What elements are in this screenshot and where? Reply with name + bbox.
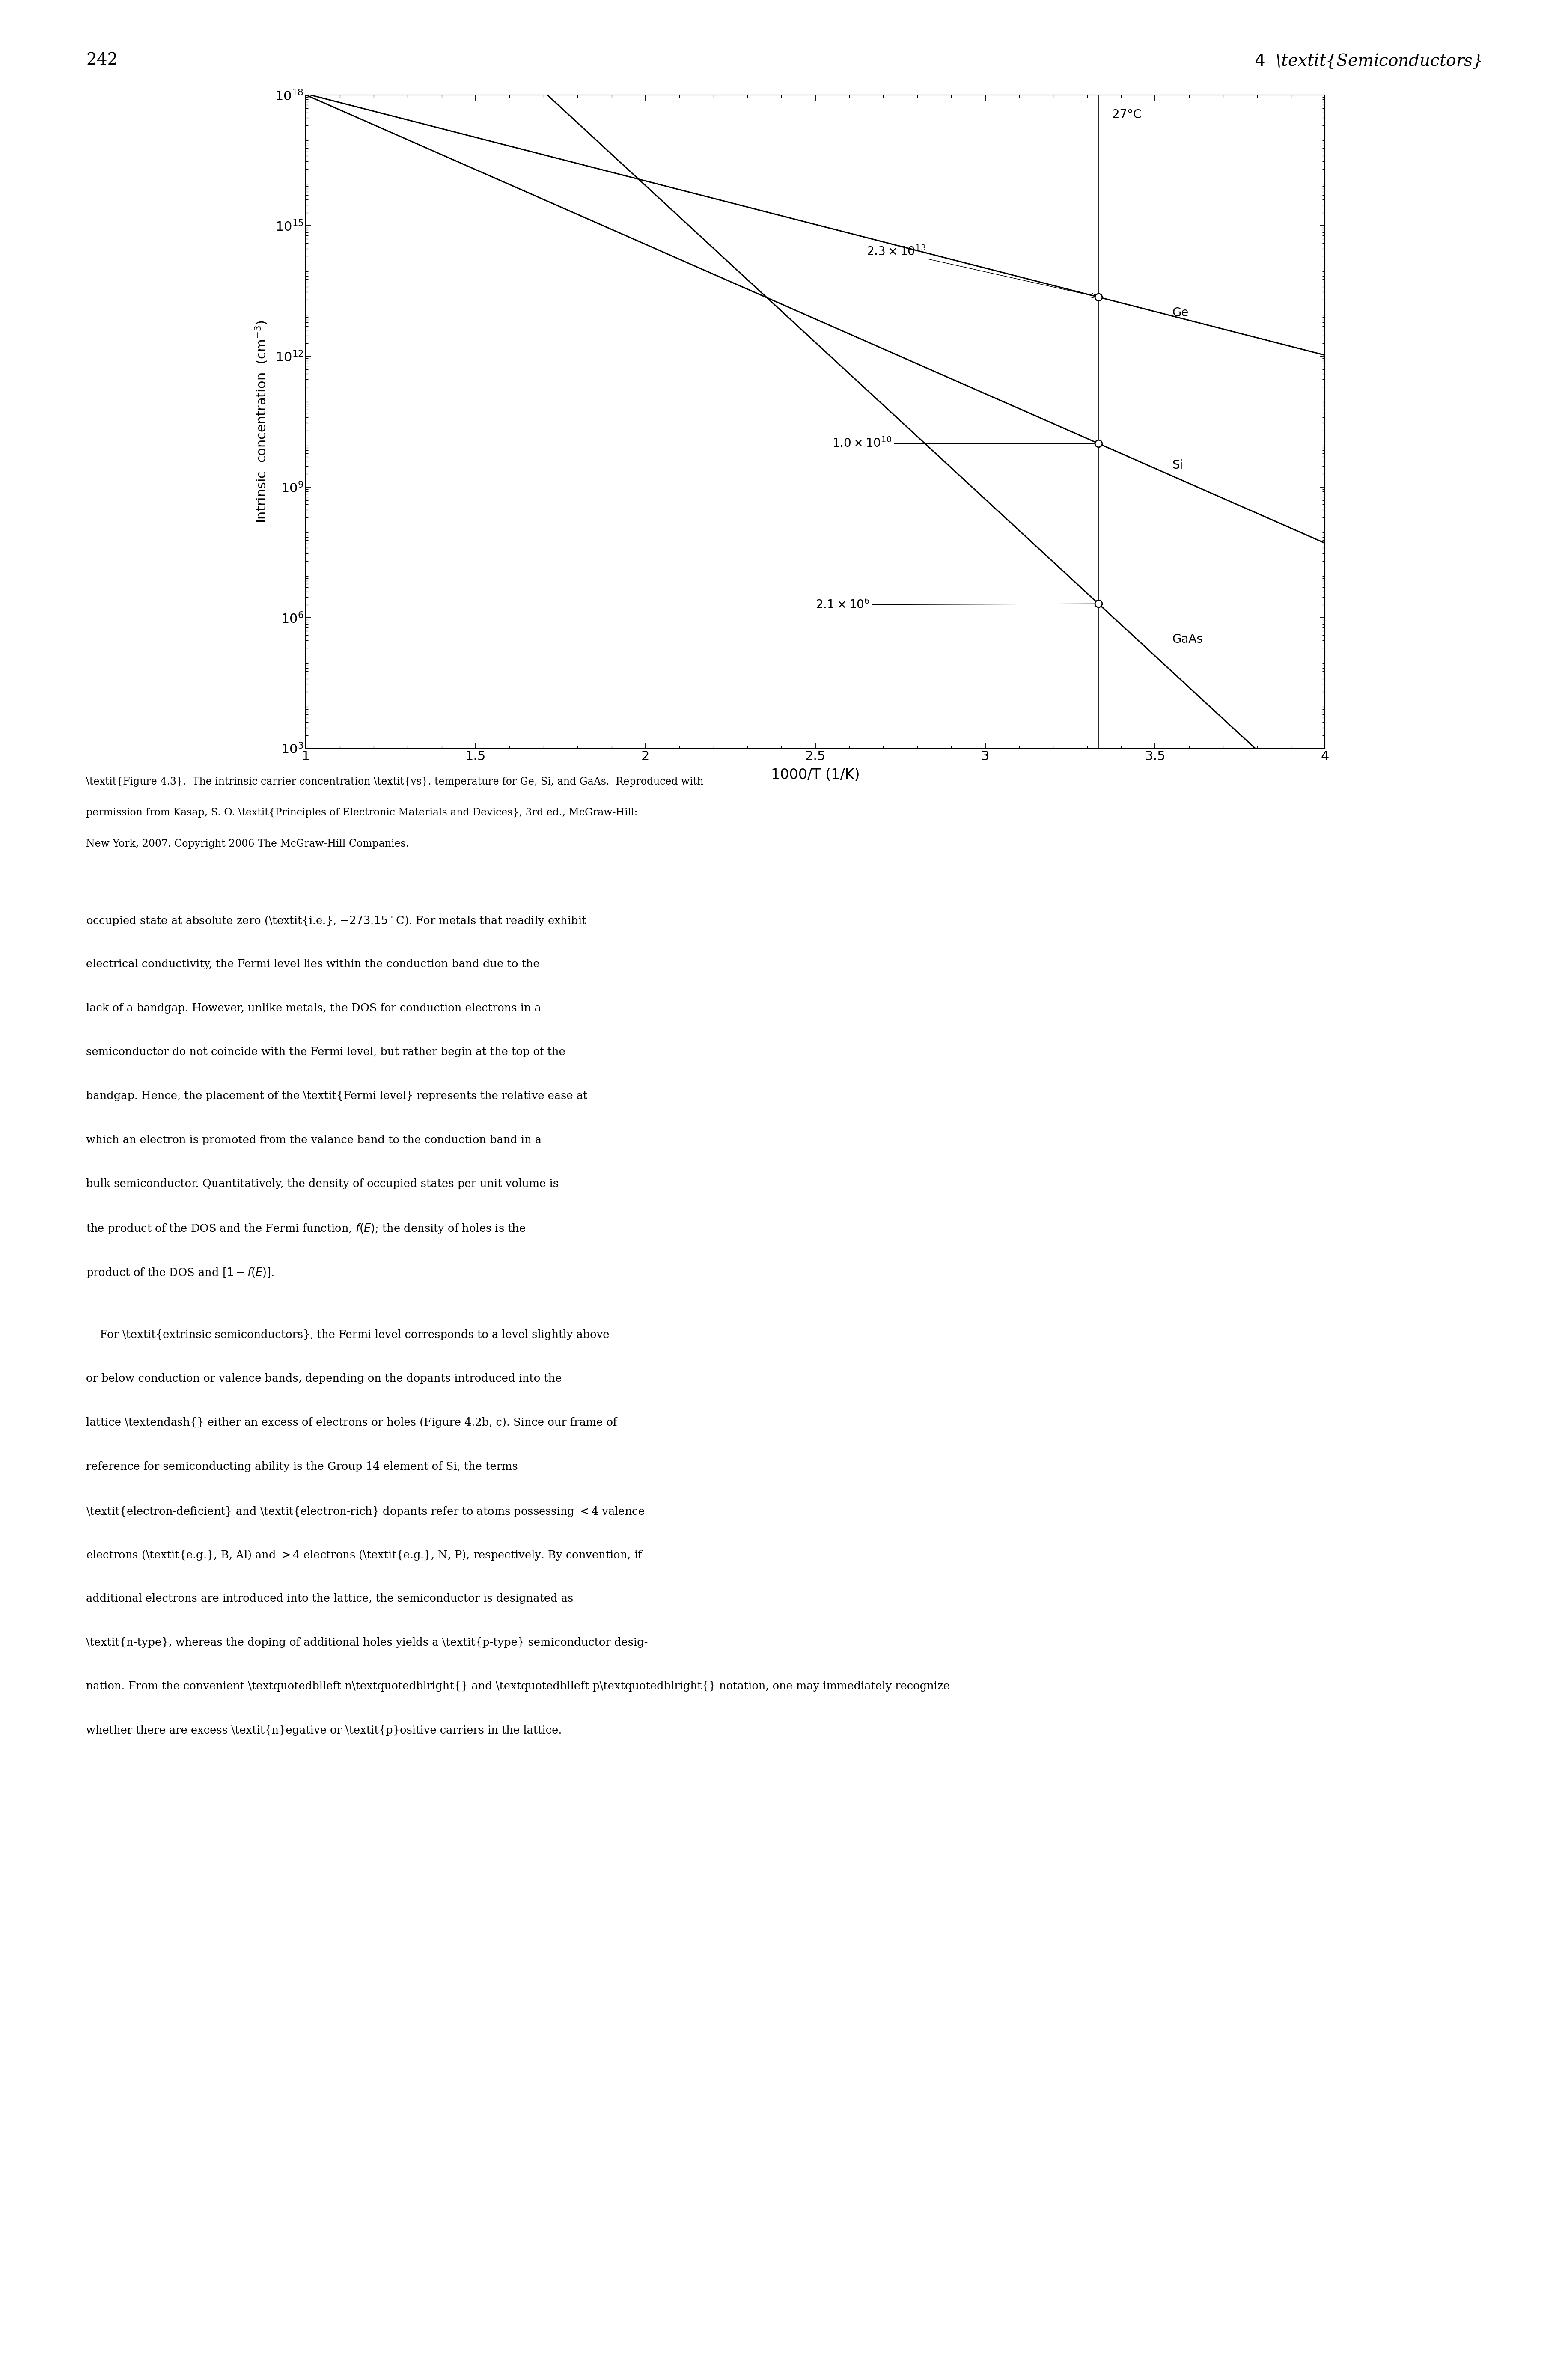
Text: Ge: Ge	[1171, 307, 1189, 318]
Text: or below conduction or valence bands, depending on the dopants introduced into t: or below conduction or valence bands, de…	[86, 1373, 561, 1385]
Text: whether there are excess \textit{n}egative or \textit{p}ositive carriers in the : whether there are excess \textit{n}egati…	[86, 1725, 561, 1737]
Text: occupied state at absolute zero (\textit{i.e.}, $-273.15{^\circ}$C). For metals : occupied state at absolute zero (\textit…	[86, 915, 586, 927]
Text: nation. From the convenient \textquotedblleft n\textquotedblright{} and \textquo: nation. From the convenient \textquotedb…	[86, 1682, 950, 1692]
Text: Si: Si	[1171, 459, 1182, 470]
Text: \textit{Figure 4.3}.  The intrinsic carrier concentration \textit{vs}. temperatu: \textit{Figure 4.3}. The intrinsic carri…	[86, 777, 704, 786]
Text: bulk semiconductor. Quantitatively, the density of occupied states per unit volu: bulk semiconductor. Quantitatively, the …	[86, 1178, 558, 1190]
Text: $2.1 \times 10^{6}$: $2.1 \times 10^{6}$	[815, 599, 1098, 611]
Text: 242: 242	[86, 52, 118, 69]
Text: 27°C: 27°C	[1112, 109, 1142, 121]
X-axis label: 1000/T (1/K): 1000/T (1/K)	[771, 767, 859, 782]
Text: permission from Kasap, S. O. \textit{Principles of Electronic Materials and Devi: permission from Kasap, S. O. \textit{Pri…	[86, 808, 638, 817]
Text: bandgap. Hence, the placement of the \textit{Fermi level} represents the relativ: bandgap. Hence, the placement of the \te…	[86, 1091, 588, 1102]
Text: electrons (\textit{e.g.}, B, Al) and $>$4 electrons (\textit{e.g.}, N, P), respe: electrons (\textit{e.g.}, B, Al) and $>$…	[86, 1549, 643, 1561]
Text: additional electrons are introduced into the lattice, the semiconductor is desig: additional electrons are introduced into…	[86, 1592, 574, 1604]
Text: lattice \textendash{} either an excess of electrons or holes (Figure 4.2b, c). S: lattice \textendash{} either an excess o…	[86, 1416, 618, 1428]
Text: lack of a bandgap. However, unlike metals, the DOS for conduction electrons in a: lack of a bandgap. However, unlike metal…	[86, 1003, 541, 1015]
Y-axis label: Intrinsic  concentration  (cm$^{-3}$): Intrinsic concentration (cm$^{-3}$)	[254, 321, 270, 523]
Text: the product of the DOS and the Fermi function, $f(E)$; the density of holes is t: the product of the DOS and the Fermi fun…	[86, 1221, 525, 1236]
Text: semiconductor do not coincide with the Fermi level, but rather begin at the top : semiconductor do not coincide with the F…	[86, 1045, 566, 1057]
Text: electrical conductivity, the Fermi level lies within the conduction band due to : electrical conductivity, the Fermi level…	[86, 958, 539, 969]
Text: \textit{n-type}, whereas the doping of additional holes yields a \textit{p-type}: \textit{n-type}, whereas the doping of a…	[86, 1637, 648, 1649]
Text: GaAs: GaAs	[1171, 634, 1203, 646]
Text: \textit{electron-deficient} and \textit{electron-rich} dopants refer to atoms po: \textit{electron-deficient} and \textit{…	[86, 1506, 644, 1518]
Text: product of the DOS and $[1 - f(E)]$.: product of the DOS and $[1 - f(E)]$.	[86, 1266, 274, 1278]
Text: $1.0 \times 10^{10}$: $1.0 \times 10^{10}$	[833, 437, 1098, 449]
Text: New York, 2007. Copyright 2006 The McGraw-Hill Companies.: New York, 2007. Copyright 2006 The McGra…	[86, 839, 409, 848]
Text: $2.3 \times 10^{13}$: $2.3 \times 10^{13}$	[866, 245, 1096, 297]
Text: For \textit{extrinsic semiconductors}, the Fermi level corresponds to a level sl: For \textit{extrinsic semiconductors}, t…	[86, 1331, 610, 1340]
Text: which an electron is promoted from the valance band to the conduction band in a: which an electron is promoted from the v…	[86, 1136, 541, 1145]
Text: reference for semiconducting ability is the Group 14 element of Si, the terms: reference for semiconducting ability is …	[86, 1461, 517, 1473]
Text: $4$  \textit{Semiconductors}: $4$ \textit{Semiconductors}	[1254, 52, 1482, 69]
